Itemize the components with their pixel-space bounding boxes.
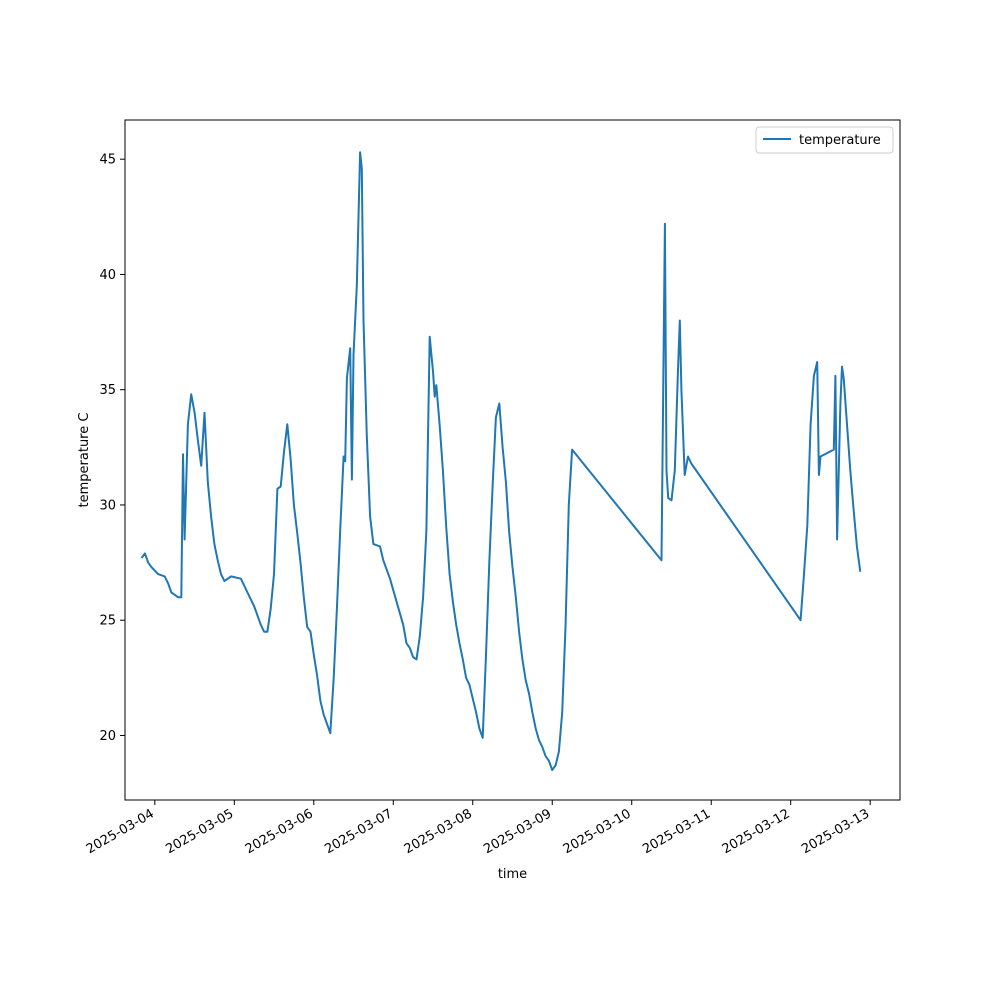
- x-tick-label: 2025-03-09: [481, 806, 554, 857]
- x-tick-label: 2025-03-04: [84, 806, 157, 857]
- legend-label-temperature: temperature: [799, 133, 881, 148]
- x-axis: 2025-03-04 2025-03-05 2025-03-06 2025-03-07…: [84, 800, 872, 857]
- y-axis-label: temperature C: [77, 413, 92, 508]
- x-tick-label: 2025-03-11: [640, 806, 713, 857]
- series-line-temperature: [140, 151, 862, 771]
- x-tick-label: 2025-03-12: [720, 806, 793, 857]
- x-tick-label: 2025-03-06: [243, 806, 316, 857]
- x-tick-label: 2025-03-05: [163, 806, 236, 857]
- axes-frame: [124, 119, 901, 801]
- legend-box: [755, 126, 894, 154]
- legend: temperature: [755, 126, 894, 154]
- y-tick-label: 30: [99, 498, 116, 513]
- x-tick-label: 2025-03-10: [561, 806, 634, 857]
- y-tick-label: 45: [99, 153, 116, 168]
- y-tick-label: 35: [99, 383, 116, 398]
- y-axis: 20 25 30 35 40 45: [99, 153, 125, 744]
- x-tick-label: 2025-03-08: [402, 806, 475, 857]
- x-tick-label: 2025-03-07: [322, 806, 395, 857]
- y-tick-label: 20: [99, 729, 116, 744]
- y-tick-label: 40: [99, 268, 116, 283]
- plot-area: [140, 151, 862, 771]
- x-tick-label: 2025-03-13: [799, 806, 872, 857]
- y-tick-label: 25: [99, 614, 116, 629]
- x-axis-label: time: [498, 867, 527, 882]
